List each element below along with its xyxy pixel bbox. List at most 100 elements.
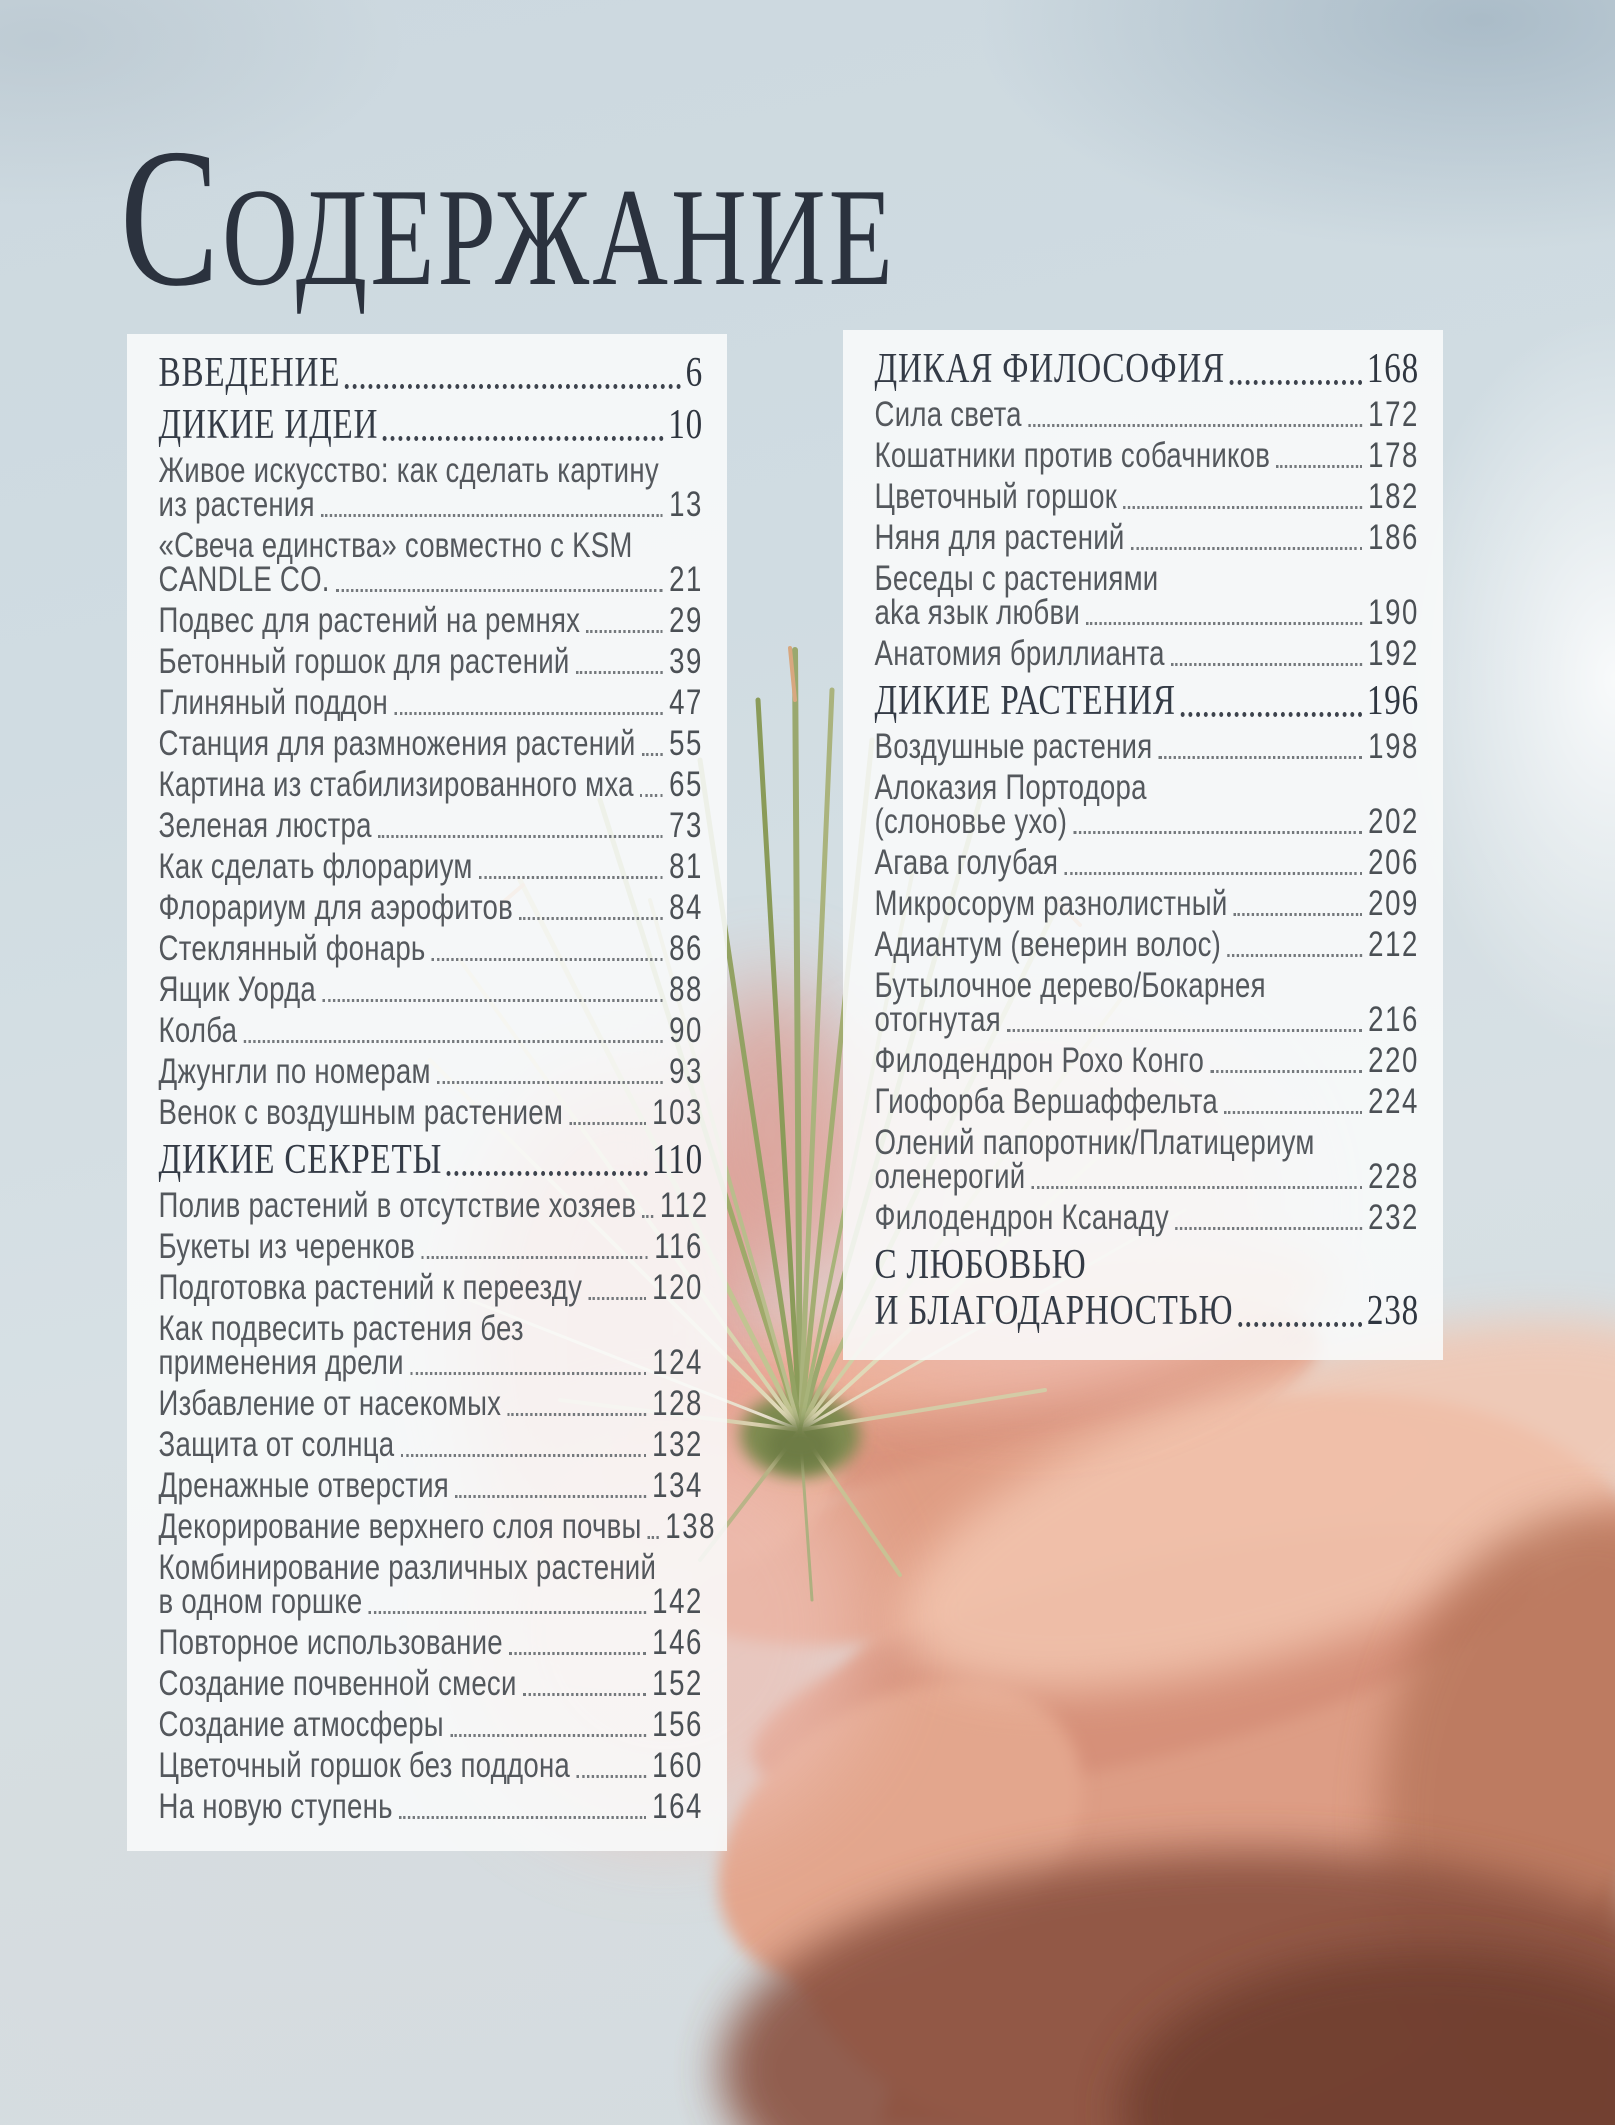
toc-entry-line: Живое искусство: как сделать картину xyxy=(158,451,659,490)
toc-page-number: 192 xyxy=(1368,634,1419,673)
toc-entry: Анатомия бриллианта 192 xyxy=(874,634,1419,673)
toc-entry-line: Алоказия Портодора xyxy=(874,768,1147,807)
toc-entry-last-line: Картина из стабилизированного мха 65 xyxy=(159,767,703,802)
toc-entry-label: Создание почвенной смеси xyxy=(158,1664,517,1703)
toc-entry-line: Олений папоротник/Платицериум xyxy=(874,1123,1315,1162)
toc-page-number: 29 xyxy=(669,601,703,640)
dot-leader xyxy=(1031,1186,1362,1189)
toc-entry-label: ДИКИЕ РАСТЕНИЯ xyxy=(874,678,1176,724)
dot-leader xyxy=(1180,712,1363,717)
toc-entry-last-line: CANDLE CO. 21 xyxy=(159,562,703,597)
toc-entry: Подготовка растений к переезду 120 xyxy=(159,1270,703,1305)
toc-entry-last-line: Создание почвенной смеси 152 xyxy=(158,1664,703,1703)
dot-leader xyxy=(410,1372,646,1375)
toc-page-number: 128 xyxy=(652,1384,703,1423)
toc-panel-left: ВВЕДЕНИЕ 6 ДИКИЕ ИДЕИ 10 Живое искусство: ка… xyxy=(127,334,727,1851)
toc-page-number: 134 xyxy=(652,1466,703,1505)
toc-entry-last-line: Избавление от насекомых 128 xyxy=(159,1384,703,1423)
toc-entry: Сила света 172 xyxy=(874,395,1419,434)
toc-entry: Филодендрон Ксанаду 232 xyxy=(875,1198,1419,1237)
toc-entry: Декорирование верхнего слоя почвы 138 xyxy=(159,1509,715,1544)
toc-page-number: 228 xyxy=(1368,1157,1419,1196)
toc-entry-label: Букеты из черенков xyxy=(158,1227,416,1266)
toc-entry-line: Как подвесить растения без xyxy=(158,1309,524,1348)
dot-leader xyxy=(1130,547,1362,550)
toc-entry-label: Гиофорба Вершаффельта xyxy=(874,1082,1218,1121)
toc-entry-label: Зеленая люстра xyxy=(158,806,372,845)
toc-entry: Ящик Уорда 88 xyxy=(158,970,703,1009)
dot-leader xyxy=(436,1081,663,1084)
toc-page-number: 220 xyxy=(1368,1041,1419,1080)
toc-entry-label: И БЛАГОДАРНОСТЬЮ xyxy=(874,1288,1234,1334)
toc-page-number: 90 xyxy=(669,1011,703,1050)
toc-entry: «Свеча единства» совместно с KSM CANDLE C… xyxy=(158,526,703,597)
toc-entry: Полив растений в отсутствие хозяев 112 xyxy=(158,1186,708,1225)
toc-entry: Создание почвенной смеси 152 xyxy=(158,1664,703,1703)
toc-entry: Гиофорба Вершаффельта 224 xyxy=(874,1082,1419,1121)
toc-entry-last-line: в одном горшке 142 xyxy=(158,1582,703,1621)
toc-entry-label: Адиантум (венерин волос) xyxy=(874,925,1222,964)
toc-entry: Станция для размножения растений 55 xyxy=(158,724,703,763)
toc-page-number: 146 xyxy=(652,1623,703,1662)
toc-page-number: 216 xyxy=(1368,1000,1419,1039)
toc-entry-last-line: Воздушные растения 198 xyxy=(875,729,1419,764)
toc-entry-last-line: ДИКИЕ РАСТЕНИЯ 196 xyxy=(875,678,1419,724)
toc-entry-last-line: На новую ступень 164 xyxy=(159,1789,703,1824)
toc-entry-last-line: Венок с воздушным растением 103 xyxy=(159,1095,703,1130)
toc-entry-last-line: Флорариум для аэрофитов 84 xyxy=(158,888,703,927)
toc-entry: Избавление от насекомых 128 xyxy=(159,1384,703,1423)
toc-page-number: 152 xyxy=(652,1664,703,1703)
toc-entry: Зеленая люстра 73 xyxy=(158,806,703,845)
toc-entry-last-line: Филодендрон Рохо Конго 220 xyxy=(875,1041,1419,1080)
toc-entry-label: Полив растений в отсутствие хозяев xyxy=(158,1186,637,1225)
toc-entry-last-line: Сила света 172 xyxy=(874,395,1419,434)
toc-page-number: 142 xyxy=(652,1582,703,1621)
dot-leader xyxy=(642,1215,654,1218)
toc-entry-label: Станция для размножения растений xyxy=(158,724,636,763)
dot-leader xyxy=(394,712,663,715)
toc-entry-last-line: Филодендрон Ксанаду 232 xyxy=(875,1198,1419,1237)
dot-leader xyxy=(519,917,663,920)
toc-entry: Картина из стабилизированного мха 65 xyxy=(159,767,703,802)
toc-page-number: 202 xyxy=(1368,802,1419,841)
dot-leader xyxy=(1064,872,1362,875)
toc-entry-label: Цветочный горшок xyxy=(874,477,1118,516)
dot-leader xyxy=(431,958,663,961)
toc-entry-label: Создание атмосферы xyxy=(158,1705,444,1744)
toc-entry-label: Флорариум для аэрофитов xyxy=(158,888,514,927)
toc-entry-label: Анатомия бриллианта xyxy=(874,634,1165,673)
toc-entry-last-line: Создание атмосферы 156 xyxy=(158,1705,703,1744)
dot-leader xyxy=(368,1611,646,1614)
dot-leader xyxy=(1123,506,1362,509)
toc-entry-last-line: ДИКИЕ СЕКРЕТЫ 110 xyxy=(159,1137,703,1183)
toc-page-number: 73 xyxy=(669,806,703,845)
toc-entry-line: «Свеча единства» совместно с KSM xyxy=(158,526,633,565)
toc-entry-last-line: Агава голубая 206 xyxy=(875,845,1419,880)
toc-entry-last-line: Стеклянный фонарь 86 xyxy=(158,929,703,968)
dot-leader xyxy=(478,876,663,879)
toc-entry-label: Цветочный горшок без поддона xyxy=(158,1746,571,1785)
toc-entry-last-line: Станция для размножения растений 55 xyxy=(158,724,703,763)
toc-entry: Живое искусство: как сделать картину из р… xyxy=(158,451,703,522)
toc-entry-label: оленерогий xyxy=(874,1157,1026,1196)
toc-entry-label: Стеклянный фонарь xyxy=(158,929,426,968)
toc-entry: Стеклянный фонарь 86 xyxy=(158,929,703,968)
toc-page-number: 238 xyxy=(1366,1288,1419,1334)
toc-entry: Комбинирование различных растений в одном… xyxy=(158,1550,703,1621)
toc-page-number: 182 xyxy=(1368,477,1419,516)
dot-leader xyxy=(378,835,663,838)
toc-page-number: 186 xyxy=(1368,518,1419,557)
toc-entry: Олений папоротник/Платицериум оленерогий 2… xyxy=(874,1123,1419,1196)
toc-page-number: 156 xyxy=(652,1705,703,1744)
toc-entry-label: Ящик Уорда xyxy=(158,970,317,1009)
toc-entry-line: Бутылочное дерево/Бокарнея xyxy=(874,966,1266,1005)
dot-leader xyxy=(639,794,663,797)
toc-entry: Воздушные растения 198 xyxy=(875,729,1419,764)
toc-page-number: 232 xyxy=(1368,1198,1419,1237)
dot-leader xyxy=(1238,1322,1363,1327)
toc-page-number: 93 xyxy=(669,1052,703,1091)
toc-entry-label: Глиняный поддон xyxy=(158,683,388,722)
toc-entry-last-line: (слоновье ухо) 202 xyxy=(875,802,1419,841)
toc-entry-label: Сила света xyxy=(874,395,1022,434)
toc-entry-label: в одном горшке xyxy=(158,1582,363,1621)
